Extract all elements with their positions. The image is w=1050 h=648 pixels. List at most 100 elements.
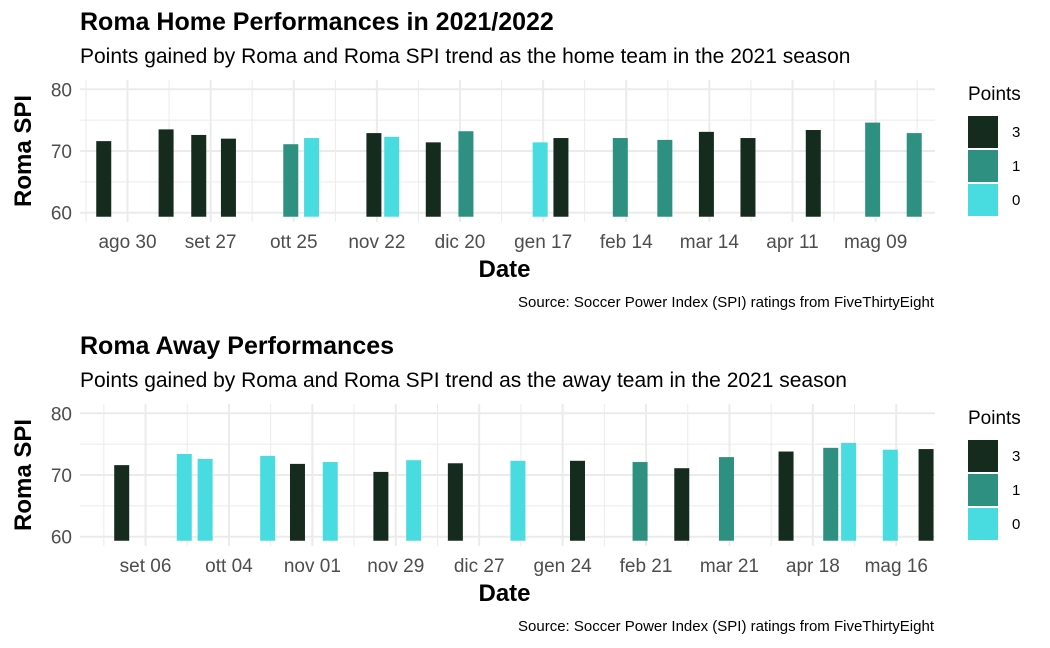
legend-item-1: 1 xyxy=(968,149,1048,183)
x-tick-label: dic 20 xyxy=(435,232,486,253)
bar xyxy=(384,136,400,217)
y-tick-label: 60 xyxy=(51,528,72,549)
bar xyxy=(740,138,756,217)
bar xyxy=(532,142,548,217)
home-chart-svg: 60 70 80 ago 30 set 27 ott 25 nov 22 dic 20 gen … xyxy=(10,80,935,283)
bar xyxy=(632,462,648,541)
away-chart-title: Roma Away Performances xyxy=(80,332,395,360)
bar xyxy=(447,463,463,541)
bar xyxy=(158,129,174,217)
x-axis-title: Date xyxy=(478,256,530,283)
away-chart-source: Source: Soccer Power Index (SPI) ratings… xyxy=(518,618,934,635)
x-tick-label: nov 29 xyxy=(367,556,424,577)
bar xyxy=(778,451,794,541)
x-tick-label: gen 17 xyxy=(514,232,572,253)
bar xyxy=(289,463,305,541)
legend-label: 3 xyxy=(1012,447,1021,465)
bar xyxy=(718,457,734,541)
bar xyxy=(322,462,338,541)
y-tick-label: 60 xyxy=(51,204,72,225)
x-tick-label: dic 27 xyxy=(454,556,505,577)
x-axis-title: Date xyxy=(478,580,530,607)
legend-label: 1 xyxy=(1012,481,1021,499)
legend-title: Points xyxy=(968,84,1021,105)
legend-item-0: 0 xyxy=(968,507,1048,541)
x-tick-label: feb 21 xyxy=(620,556,673,577)
bar xyxy=(114,465,130,541)
bar xyxy=(612,138,628,217)
bar xyxy=(698,131,714,217)
bar xyxy=(805,130,821,217)
bar xyxy=(510,460,526,541)
x-tick-label: mar 14 xyxy=(680,232,740,253)
y-tick-label: 80 xyxy=(51,404,72,425)
bar xyxy=(96,141,112,217)
home-chart-panel: 60 70 80 ago 30 set 27 ott 25 nov 22 dic 20 gen … xyxy=(10,8,1048,311)
y-tick-label: 70 xyxy=(51,142,72,163)
home-chart-subtitle: Points gained by Roma and Roma SPI trend… xyxy=(80,45,851,68)
bar xyxy=(191,134,207,217)
bar xyxy=(918,449,934,541)
y-axis-title: Roma SPI xyxy=(10,95,37,207)
legend-label: 3 xyxy=(1012,123,1021,141)
away-chart-legend: Points 3 1 0 xyxy=(968,408,1048,541)
y-axis-title: Roma SPI xyxy=(10,419,37,531)
x-tick-label: ott 04 xyxy=(205,556,253,577)
x-tick-label: mag 16 xyxy=(865,556,928,577)
bar xyxy=(425,142,441,217)
bar xyxy=(841,442,857,541)
legend-item-1: 1 xyxy=(968,473,1048,507)
bars-group xyxy=(96,122,922,217)
bar xyxy=(823,447,839,541)
x-tick-label: nov 01 xyxy=(284,556,341,577)
x-tick-label: set 27 xyxy=(185,232,237,253)
x-tick-label: mag 09 xyxy=(844,232,907,253)
legend-label: 0 xyxy=(1012,515,1021,533)
home-chart-title: Roma Home Performances in 2021/2022 xyxy=(80,8,554,36)
away-chart-panel: 60 70 80 set 06 ott 04 nov 01 nov 29 dic 27 gen … xyxy=(0,324,1050,648)
bars-group xyxy=(114,442,934,541)
x-tick-label: ott 25 xyxy=(270,232,318,253)
away-chart-subtitle: Points gained by Roma and Roma SPI trend… xyxy=(80,369,847,392)
bar xyxy=(657,139,673,217)
home-chart-source: Source: Soccer Power Index (SPI) ratings… xyxy=(518,294,934,311)
bar xyxy=(882,449,898,541)
x-tick-label: apr 11 xyxy=(766,232,818,253)
legend-swatch xyxy=(968,440,998,472)
bar xyxy=(458,131,474,217)
y-tick-label: 70 xyxy=(51,466,72,487)
legend-item-3: 3 xyxy=(968,439,1048,473)
bar xyxy=(553,138,569,217)
bar xyxy=(197,458,213,541)
bar xyxy=(373,471,389,541)
legend-swatch xyxy=(968,116,998,148)
bar xyxy=(304,138,320,217)
legend-item-0: 0 xyxy=(968,183,1048,217)
bar xyxy=(366,133,382,217)
x-tick-label: apr 18 xyxy=(786,556,840,577)
bar xyxy=(570,460,586,541)
legend-swatch xyxy=(968,508,998,540)
bar xyxy=(865,122,881,217)
x-tick-label: set 06 xyxy=(120,556,172,577)
away-chart-svg: 60 70 80 set 06 ott 04 nov 01 nov 29 dic 27 gen … xyxy=(10,404,935,607)
legend-swatch xyxy=(968,150,998,182)
bar xyxy=(906,133,922,217)
legend-swatch xyxy=(968,184,998,216)
x-tick-label: feb 14 xyxy=(600,232,653,253)
bar xyxy=(260,455,276,541)
y-tick-label: 80 xyxy=(51,80,72,101)
bar xyxy=(674,468,690,541)
x-tick-label: nov 22 xyxy=(348,232,405,253)
home-chart-legend: Points 3 1 0 xyxy=(968,84,1048,217)
legend-label: 0 xyxy=(1012,191,1021,209)
x-tick-label: ago 30 xyxy=(98,232,156,253)
legend-item-3: 3 xyxy=(968,115,1048,149)
bar xyxy=(406,460,422,541)
legend-swatch xyxy=(968,474,998,506)
bar xyxy=(283,144,299,217)
x-tick-label: mar 21 xyxy=(700,556,759,577)
bar xyxy=(176,454,192,541)
bar xyxy=(220,138,236,217)
legend-label: 1 xyxy=(1012,157,1021,175)
